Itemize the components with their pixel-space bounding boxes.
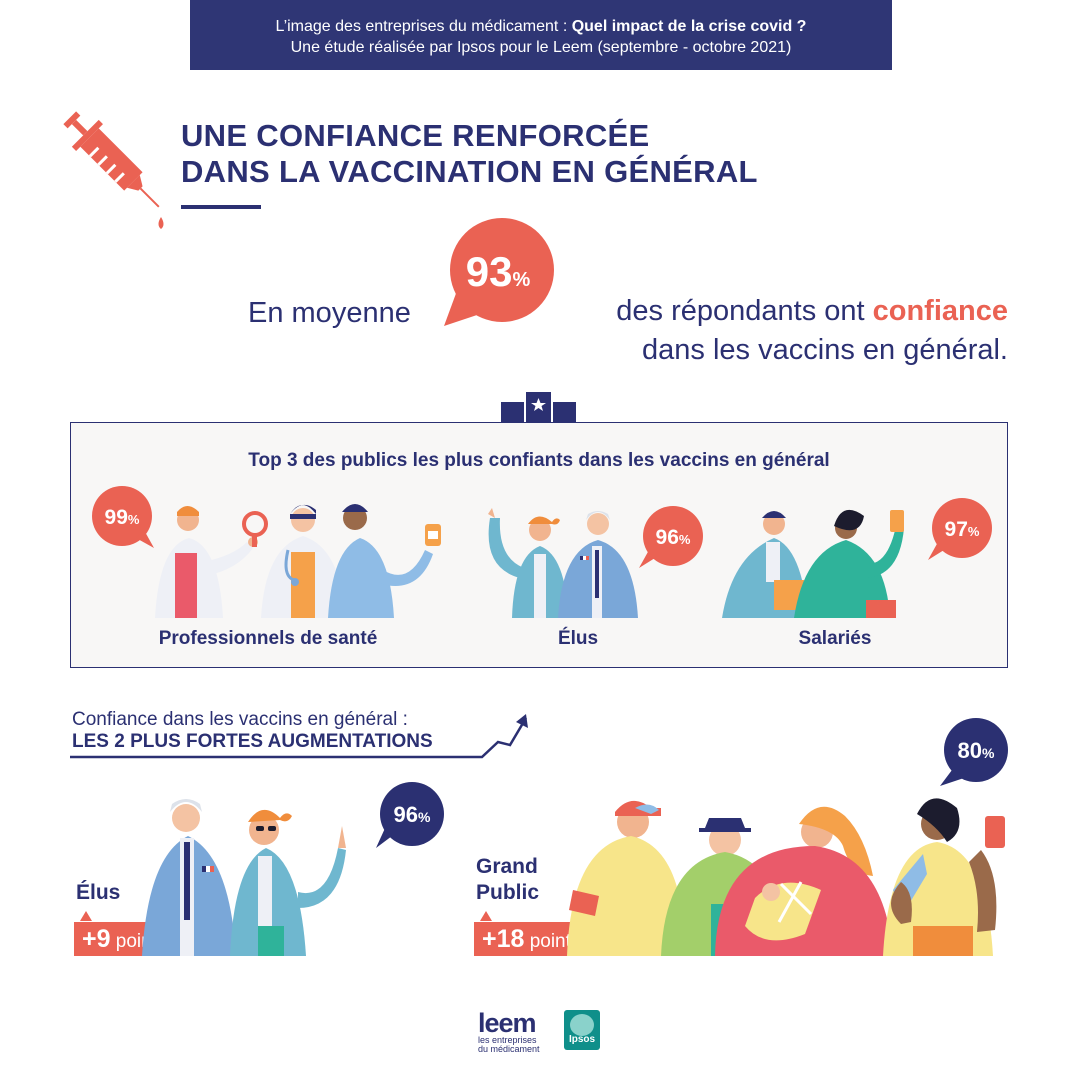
elus-increase-bubble: 96% xyxy=(376,782,444,848)
group-public-name-line1: Grand xyxy=(476,855,538,878)
svg-text:96%: 96% xyxy=(656,526,691,549)
caret-up-icon xyxy=(480,911,492,921)
header-banner: L’image des entreprises du médicament : … xyxy=(190,0,892,70)
average-line1: des répondants ont confiance xyxy=(616,295,1008,327)
leem-logo-text: leem xyxy=(478,1008,537,1038)
increase-label: Confiance dans les vaccins en général : xyxy=(72,709,408,730)
svg-text:93%: 93% xyxy=(466,248,531,295)
top3-bubble-salaries: 97% xyxy=(928,498,992,560)
leem-logo-sub2: du médicament xyxy=(478,1044,540,1054)
top3-bubble-elus: 96% xyxy=(639,506,703,568)
group-public-name: Grand Public xyxy=(476,854,539,906)
page-title: UNE CONFIANCE RENFORCÉE DANS LA VACCINAT… xyxy=(181,118,758,190)
top3-bubble-health: 99% xyxy=(92,486,154,548)
syringe-icon xyxy=(63,111,164,229)
top3-label-elus: Élus xyxy=(557,628,599,649)
elected-officials-illustration xyxy=(488,508,638,618)
leem-logo-sub1: les entreprises xyxy=(478,1035,537,1045)
title-line2: DANS LA VACCINATION EN GÉNÉRAL xyxy=(181,154,758,189)
title-underline xyxy=(181,205,261,209)
elus-increase-illustration xyxy=(142,799,346,956)
top3-label-salaries: Salariés xyxy=(798,628,872,649)
svg-text:96%: 96% xyxy=(394,802,431,827)
svg-text:97%: 97% xyxy=(945,518,980,541)
group-elus-name: Élus xyxy=(76,881,121,904)
group-public-name-line2: Public xyxy=(476,881,540,904)
increase-heading: LES 2 PLUS FORTES AUGMENTATIONS xyxy=(72,731,433,752)
svg-text:99%: 99% xyxy=(105,506,140,529)
ipsos-logo: Ipsos xyxy=(564,1010,600,1050)
banner-line2: Une étude réalisée par Ipsos pour le Lee… xyxy=(290,39,792,56)
average-line2: dans les vaccins en général. xyxy=(642,334,1008,366)
podium-icon xyxy=(501,392,576,422)
top3-title: Top 3 des publics les plus confiants dan… xyxy=(248,450,830,471)
general-public-illustration xyxy=(567,798,1005,956)
average-prefix: En moyenne xyxy=(248,297,411,329)
title-line1: UNE CONFIANCE RENFORCÉE xyxy=(181,118,650,153)
top3-label-health: Professionnels de santé xyxy=(158,628,378,649)
employees-illustration xyxy=(722,509,904,618)
leem-logo: leem les entreprises du médicament xyxy=(478,1010,543,1054)
banner-line1: L’image des entreprises du médicament : … xyxy=(275,18,807,35)
ipsos-logo-text: Ipsos xyxy=(568,1034,596,1045)
svg-text:80%: 80% xyxy=(958,738,995,763)
public-increase-bubble: 80% xyxy=(940,718,1008,786)
caret-up-icon xyxy=(80,911,92,921)
health-professionals-illustration xyxy=(155,504,441,618)
trend-arrow-icon xyxy=(70,714,528,759)
average-bubble: 93% xyxy=(444,218,554,326)
